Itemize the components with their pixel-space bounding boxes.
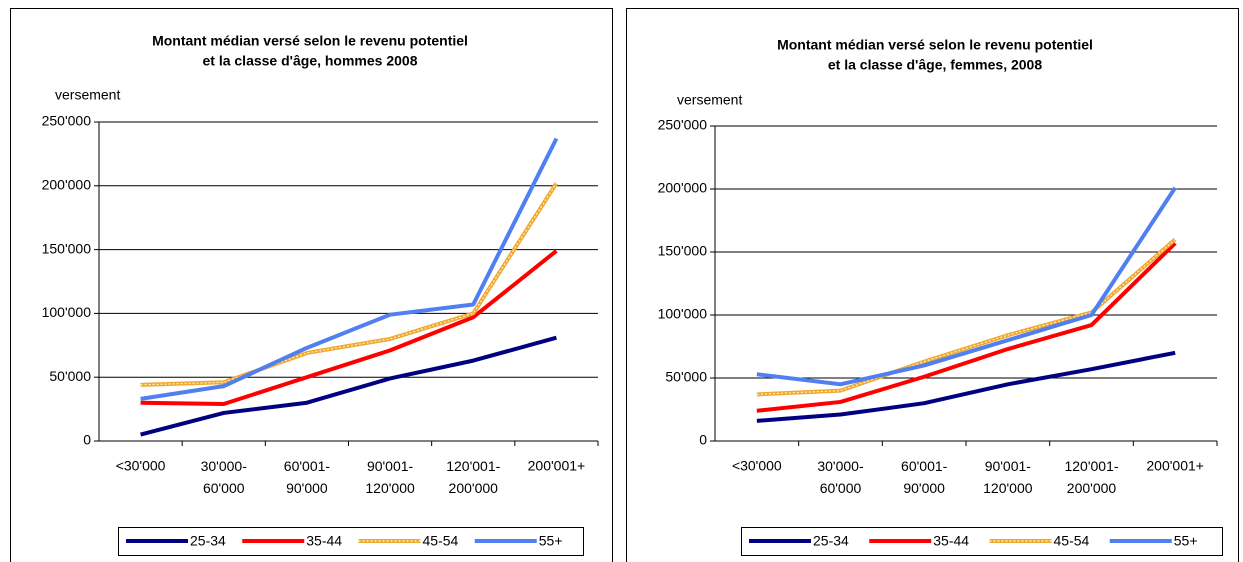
x-tick-label: 60'001-90'000 <box>901 458 948 496</box>
y-tick-label: 100'000 <box>42 304 92 320</box>
legend-label: 35-44 <box>306 533 342 549</box>
y-tick-label: 200'000 <box>658 180 708 196</box>
chart-title: et la classe d'âge, hommes 2008 <box>202 53 417 69</box>
y-tick-label: 0 <box>83 432 91 448</box>
chart-title: Montant médian versé selon le revenu pot… <box>777 37 1093 53</box>
series-line <box>756 237 1177 397</box>
y-tick-label: 150'000 <box>658 243 708 259</box>
panel-frame <box>10 8 613 562</box>
series-line <box>140 137 559 401</box>
x-tick-label: <30'000 <box>116 458 166 474</box>
y-tick-label: 250'000 <box>658 117 708 133</box>
series-line <box>756 350 1176 423</box>
x-tick-label: 30'000-60'000 <box>201 458 248 496</box>
line-pattern <box>756 238 1176 395</box>
legend-label: 45-54 <box>423 533 459 549</box>
x-tick-label: 60'001-90'000 <box>284 458 331 496</box>
chart-title: Montant médian versé selon le revenu pot… <box>152 33 468 49</box>
x-tick-label: 30'000-60'000 <box>817 458 864 496</box>
chart-title: et la classe d'âge, femmes, 2008 <box>828 57 1042 73</box>
y-axis-label: versement <box>677 92 742 108</box>
legend-label: 55+ <box>1174 533 1198 549</box>
x-tick-label: 90'001-120'000 <box>365 458 415 496</box>
legend-label: 35-44 <box>933 533 969 549</box>
line-pattern <box>140 182 557 386</box>
series-line <box>140 249 558 406</box>
x-tick-label: 120'001-200'000 <box>446 458 500 496</box>
legend-label: 45-54 <box>1054 533 1090 549</box>
panel-frame <box>626 8 1239 562</box>
series-line <box>756 241 1177 413</box>
y-tick-label: 150'000 <box>42 240 92 256</box>
legend-label: 55+ <box>539 533 563 549</box>
x-tick-label: <30'000 <box>732 458 782 474</box>
y-tick-label: 0 <box>699 432 707 448</box>
y-tick-label: 50'000 <box>665 369 707 385</box>
y-axis-label: versement <box>55 87 120 103</box>
y-tick-label: 200'000 <box>42 177 92 193</box>
x-tick-label: 200'001+ <box>528 458 586 474</box>
x-tick-label: 90'001-120'000 <box>983 458 1033 496</box>
x-tick-label: 200'001+ <box>1146 458 1204 474</box>
x-tick-label: 120'001-200'000 <box>1064 458 1118 496</box>
series-line <box>756 186 1177 387</box>
y-tick-label: 100'000 <box>658 306 708 322</box>
legend-label: 25-34 <box>190 533 226 549</box>
series-line <box>140 335 557 437</box>
y-tick-label: 50'000 <box>49 368 91 384</box>
legend-label: 25-34 <box>813 533 849 549</box>
y-tick-label: 250'000 <box>42 113 92 129</box>
